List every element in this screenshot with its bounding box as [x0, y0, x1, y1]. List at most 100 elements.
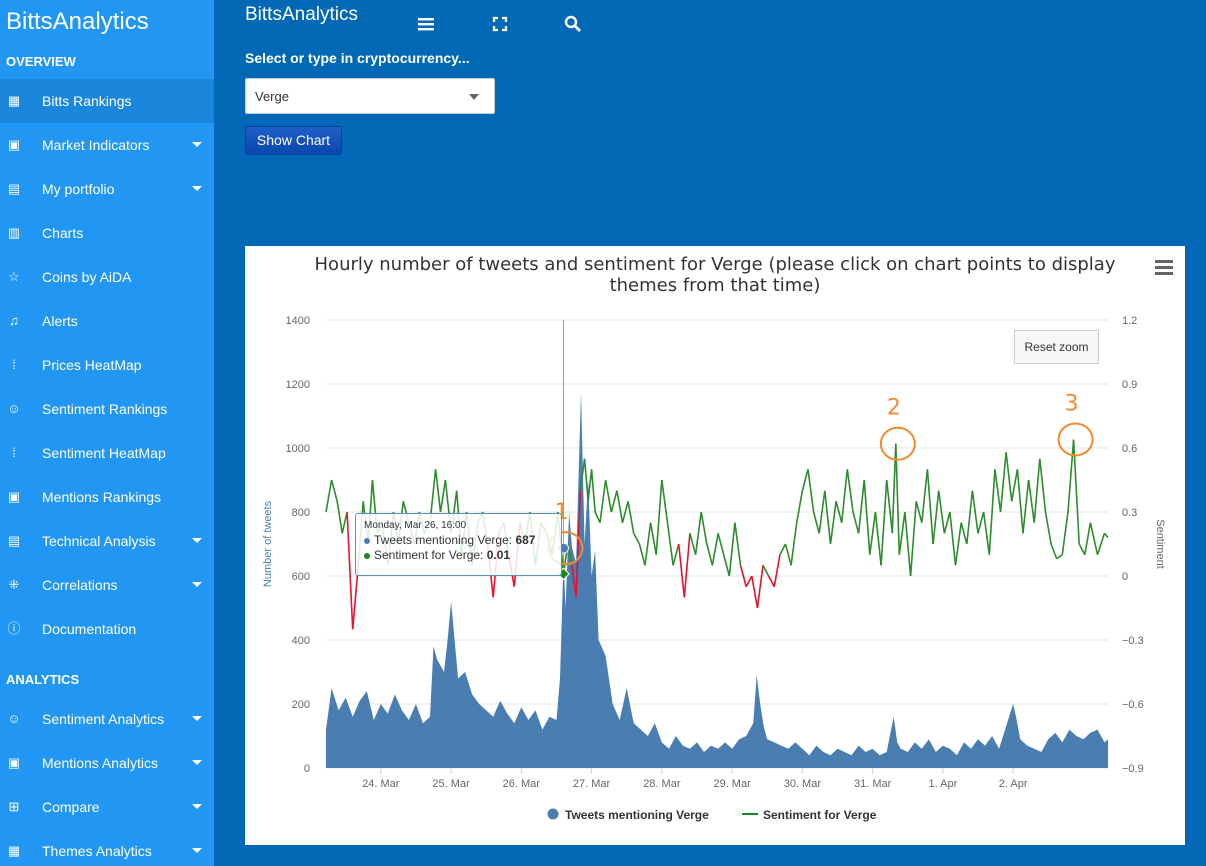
sentiment-line-segment: [835, 501, 843, 523]
legend-label-tweets: Tweets mentioning Verge: [565, 808, 709, 822]
y2-tick-label: 1.2: [1122, 315, 1137, 327]
sentiment-line-segment: [722, 554, 731, 577]
sidebar-item-market-indicators[interactable]: ▣ Market Indicators: [0, 123, 214, 167]
sentiment-line-segment: [840, 469, 849, 523]
y2-tick-label: 0.9: [1122, 379, 1137, 391]
crypto-select[interactable]: Verge: [245, 78, 495, 114]
annotation-number: 3: [1065, 391, 1079, 416]
legend-item-sentiment[interactable]: Sentiment for Verge: [742, 808, 876, 822]
hamburger-icon[interactable]: [417, 15, 435, 33]
brand-logo[interactable]: BittsAnalytics: [6, 8, 149, 35]
tweets-area-series: [326, 392, 1108, 768]
caret-down-icon: [192, 142, 202, 147]
sentiment-line-segment: [1072, 439, 1080, 545]
sentiment-line-segment: [977, 511, 985, 534]
tooltip-sentiment-row: Sentiment for Verge: 0.01: [364, 548, 553, 563]
fullscreen-icon[interactable]: [491, 15, 509, 33]
sentiment-line-segment: [880, 479, 888, 566]
x-tick-label: 25. Mar: [432, 778, 470, 790]
sidebar-item-label: Mentions Rankings: [42, 489, 162, 505]
caret-down-icon: [192, 186, 202, 191]
sentiment-line-segment: [1056, 554, 1063, 560]
y-tick-label: 400: [292, 635, 310, 647]
sentiment-line-segment: [1010, 469, 1019, 502]
sentiment-line-segment: [994, 469, 1002, 513]
sentiment-line-segment: [610, 490, 618, 513]
tooltip-tweets-row: Tweets mentioning Verge: 687: [364, 533, 553, 548]
smiley-icon: ☺: [7, 711, 21, 726]
sidebar-item-sentiment-heatmap[interactable]: ⁞ Sentiment HeatMap: [0, 431, 214, 475]
sentiment-line-segment: [779, 543, 787, 556]
image-icon: ▣: [7, 755, 21, 770]
sidebar-item-mentions-analytics[interactable]: ▣ Mentions Analytics: [0, 741, 214, 785]
crypto-select-value: Verge: [255, 89, 289, 104]
y-axis-title: Number of tweets: [262, 500, 274, 587]
sidebar-item-themes-analytics[interactable]: ▦ Themes Analytics: [0, 829, 214, 866]
sidebar-item-compare[interactable]: ⊞ Compare: [0, 785, 214, 829]
sentiment-line-segment: [336, 501, 343, 534]
y-tick-label: 600: [292, 571, 310, 583]
sidebar-item-label: Technical Analysis: [42, 533, 156, 549]
chart-context-menu-icon[interactable]: [1155, 260, 1173, 276]
sentiment-line-segment: [824, 490, 832, 545]
y-tick-label: 200: [292, 699, 310, 711]
legend-item-tweets[interactable]: Tweets mentioning Verge: [547, 808, 709, 822]
sidebar-item-sentiment-rankings[interactable]: ☺ Sentiment Rankings: [0, 387, 214, 431]
sidebar-item-label: Mentions Analytics: [42, 755, 158, 771]
sentiment-line-segment: [330, 479, 338, 502]
sidebar-item-my-portfolio[interactable]: ▤ My portfolio: [0, 167, 214, 211]
sentiment-line-segment: [852, 511, 860, 534]
bar-chart-icon: ▥: [7, 225, 21, 240]
chart-tooltip: Monday, Mar 26, 16:00 Tweets mentioning …: [355, 513, 562, 576]
sidebar-item-charts[interactable]: ▥ Charts: [0, 211, 214, 255]
sentiment-line-segment: [966, 490, 974, 545]
sidebar-item-technical-analysis[interactable]: ▤ Technical Analysis: [0, 519, 214, 563]
y-tick-label: 0: [304, 763, 310, 775]
sentiment-line-segment: [784, 543, 792, 566]
sentiment-line-segment: [921, 469, 929, 523]
sidebar-item-documentation[interactable]: ⓘ Documentation: [0, 607, 214, 651]
sentiment-line-segment: [891, 443, 897, 534]
sentiment-line-segment: [1061, 511, 1069, 555]
reset-zoom-button[interactable]: Reset zoom: [1014, 330, 1099, 364]
sentiment-line-segment: [599, 479, 607, 523]
sidebar-item-prices-heatmap[interactable]: ⁞ Prices HeatMap: [0, 343, 214, 387]
x-tick-label: 2. Apr: [999, 778, 1028, 790]
sentiment-line-segment: [885, 479, 894, 534]
sidebar-item-label: Correlations: [42, 577, 118, 593]
sentiment-line-segment: [325, 479, 333, 513]
sentiment-line-segment: [711, 533, 719, 566]
sentiment-line-segment: [801, 469, 809, 491]
y2-axis-title: Sentiment: [1154, 519, 1166, 569]
sidebar-item-alerts[interactable]: ♫ Alerts: [0, 299, 214, 343]
search-icon[interactable]: [564, 15, 582, 33]
sidebar-item-bitts-rankings[interactable]: ▦ Bitts Rankings: [0, 79, 214, 123]
sentiment-line-segment: [439, 479, 447, 513]
sentiment-line-segment: [909, 501, 917, 577]
dots-grid-icon: ⁞: [12, 445, 16, 460]
sidebar-item-mentions-rankings[interactable]: ▣ Mentions Rankings: [0, 475, 214, 519]
sentiment-line-segment: [434, 469, 442, 513]
sentiment-line-segment: [739, 565, 747, 587]
x-tick-label: 29. Mar: [713, 778, 751, 790]
bell-icon: ♫: [9, 313, 19, 328]
sidebar-item-sentiment-analytics[interactable]: ☺ Sentiment Analytics: [0, 697, 214, 741]
id-card-icon: ▤: [7, 533, 21, 548]
sentiment-line-segment: [1089, 522, 1099, 555]
sidebar-item-label: Coins by AiDA: [42, 269, 132, 285]
sentiment-line-segment: [579, 458, 586, 491]
sentiment-line-segment: [341, 511, 348, 534]
x-tick-label: 26. Mar: [503, 778, 541, 790]
sentiment-line-segment: [988, 469, 996, 555]
sidebar-item-coins-by-aida[interactable]: ☆ Coins by AiDA: [0, 255, 214, 299]
sentiment-line-segment: [1084, 522, 1092, 555]
sentiment-line-segment: [937, 490, 946, 534]
sidebar-item-correlations[interactable]: ⁜ Correlations: [0, 563, 214, 607]
sentiment-line-segment: [571, 565, 577, 598]
show-chart-button[interactable]: Show Chart: [245, 126, 342, 155]
sidebar-item-label: Prices HeatMap: [42, 357, 142, 373]
sidebar-item-label: Market Indicators: [42, 137, 150, 153]
tooltip-date: Monday, Mar 26, 16:00: [364, 520, 467, 531]
sentiment-line-segment: [666, 522, 674, 566]
sentiment-line-segment: [689, 533, 697, 555]
